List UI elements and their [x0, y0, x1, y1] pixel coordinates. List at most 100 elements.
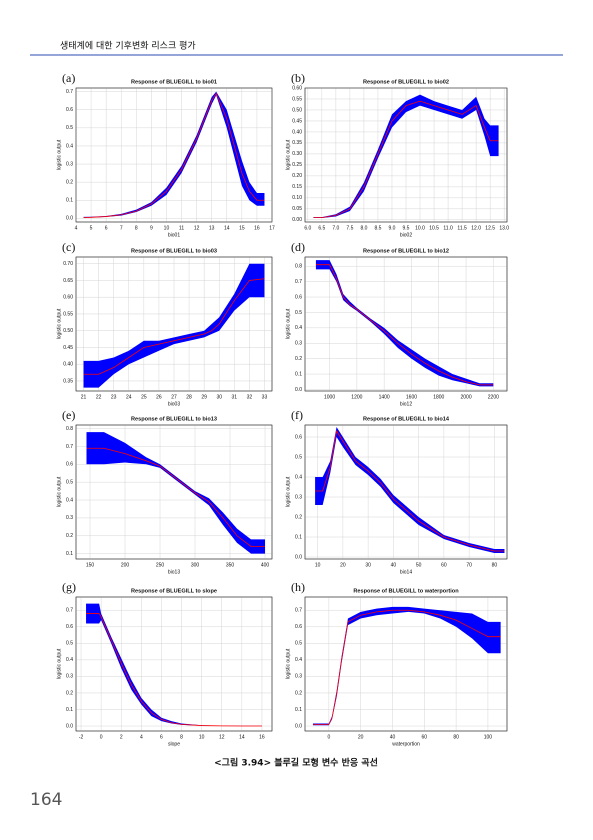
- y-tick-label: 0.5: [295, 641, 302, 647]
- x-axis-label: bio14: [400, 569, 412, 575]
- y-tick-label: 0.60: [292, 85, 302, 91]
- y-tick-label: 0.1: [66, 707, 73, 713]
- x-tick-label: 7: [120, 225, 123, 231]
- x-tick-label: 1000: [324, 394, 335, 400]
- x-tick-label: 250: [156, 562, 165, 568]
- y-tick-label: 0.2: [66, 533, 73, 539]
- y-tick-label: 0.0: [66, 216, 73, 222]
- y-axis-label: logistic output: [285, 648, 291, 679]
- y-axis-label: logistic output: [285, 139, 291, 170]
- y-tick-label: 0.1: [295, 534, 302, 540]
- x-tick-label: 28: [186, 394, 192, 400]
- plot-area: [75, 87, 273, 223]
- y-tick-label: 0.60: [63, 295, 73, 301]
- y-tick-label: 0.50: [63, 328, 73, 334]
- x-tick-label: 1600: [406, 394, 417, 400]
- y-tick-label: 0.00: [292, 217, 302, 223]
- x-tick-label: 30: [365, 562, 371, 568]
- plot-frame: [304, 596, 508, 732]
- y-tick-label: 0.4: [66, 657, 73, 663]
- y-tick-label: 0.0: [66, 723, 73, 729]
- x-tick-label: 70: [466, 562, 472, 568]
- x-tick-label: 1800: [433, 394, 444, 400]
- y-tick-label: 0.6: [295, 294, 302, 300]
- x-tick-label: 17: [269, 225, 275, 231]
- x-tick-label: 26: [156, 394, 162, 400]
- y-tick-label: 0.1: [66, 551, 73, 557]
- plot-area: [75, 596, 273, 732]
- x-tick-label: 6.0: [304, 225, 311, 231]
- y-tick-label: 0.2: [66, 179, 73, 185]
- panel-label: (b): [291, 71, 305, 85]
- response-line: [312, 609, 501, 725]
- x-tick-label: 1200: [351, 394, 362, 400]
- y-tick-label: 0.2: [295, 690, 302, 696]
- x-tick-label: 7.5: [346, 225, 353, 231]
- x-tick-label: 0: [327, 734, 330, 740]
- y-tick-label: 0.05: [292, 206, 302, 212]
- y-tick-label: 0.1: [295, 707, 302, 713]
- y-tick-label: 0.7: [66, 608, 73, 614]
- y-tick-label: 0.35: [292, 140, 302, 146]
- chart-title: Response of BLUEGILL to bio03: [131, 248, 217, 254]
- x-tick-label: 25: [141, 394, 147, 400]
- x-tick-label: 10.0: [415, 225, 425, 231]
- panel-label: (e): [62, 408, 75, 422]
- x-tick-label: 150: [86, 562, 95, 568]
- x-tick-label: 8.5: [374, 225, 381, 231]
- x-tick-label: 10: [315, 562, 321, 568]
- y-tick-label: 0.6: [66, 624, 73, 630]
- chart-title: Response of BLUEGILL to bio02: [363, 79, 449, 85]
- y-tick-label: 0.1: [66, 198, 73, 204]
- y-tick-label: 0.0: [295, 723, 302, 729]
- x-tick-label: 9.5: [403, 225, 410, 231]
- x-tick-label: -2: [79, 734, 84, 740]
- x-tick-label: 80: [492, 562, 498, 568]
- x-tick-label: 5: [90, 225, 93, 231]
- y-tick-label: 0.5: [295, 310, 302, 316]
- x-axis-label: slope: [168, 741, 180, 747]
- x-tick-label: 6: [160, 734, 163, 740]
- x-tick-label: 12.5: [485, 225, 495, 231]
- y-tick-label: 0.3: [66, 674, 73, 680]
- x-tick-label: 13: [209, 225, 215, 231]
- y-tick-label: 0.55: [292, 96, 302, 102]
- x-tick-label: 12: [194, 225, 200, 231]
- response-line: [86, 613, 262, 727]
- header-title: 생태계에 대한 기후변화 리스크 평가: [60, 40, 196, 52]
- x-axis-label: bio03: [168, 401, 180, 407]
- x-tick-label: 8.0: [360, 225, 367, 231]
- x-tick-label: 10: [199, 734, 205, 740]
- x-tick-label: 23: [111, 394, 117, 400]
- x-tick-label: 10: [164, 225, 170, 231]
- y-tick-label: 0.5: [66, 125, 73, 131]
- y-tick-label: 0.3: [295, 674, 302, 680]
- response-band: [86, 603, 262, 727]
- chart-title: Response of BLUEGILL to bio13: [131, 416, 217, 422]
- chart-title: Response of BLUEGILL to bio14: [363, 416, 450, 422]
- x-tick-label: 15: [239, 225, 245, 231]
- x-tick-label: 21: [81, 394, 87, 400]
- x-axis-label: bio13: [168, 569, 180, 575]
- y-axis-label: logistic output: [285, 476, 291, 507]
- x-tick-label: 60: [422, 734, 428, 740]
- y-tick-label: 0.6: [66, 107, 73, 113]
- y-tick-label: 0.2: [295, 356, 302, 362]
- x-tick-label: 9: [150, 225, 153, 231]
- y-tick-label: 0.3: [66, 161, 73, 167]
- x-tick-label: 12: [219, 734, 225, 740]
- y-tick-label: 0.25: [292, 162, 302, 168]
- plot-frame: [75, 87, 273, 223]
- x-tick-label: 2: [120, 734, 123, 740]
- y-tick-label: 0.2: [295, 514, 302, 520]
- x-tick-label: 6: [105, 225, 108, 231]
- y-tick-label: 0.65: [63, 278, 73, 284]
- x-tick-label: 8: [135, 225, 138, 231]
- y-tick-label: 0.1: [295, 371, 302, 377]
- y-tick-label: 0.40: [292, 129, 302, 135]
- y-tick-label: 0.6: [295, 434, 302, 440]
- x-tick-label: 60: [441, 562, 447, 568]
- panel-label: (c): [62, 240, 75, 254]
- y-tick-label: 0.4: [66, 143, 73, 149]
- x-tick-label: 50: [416, 562, 422, 568]
